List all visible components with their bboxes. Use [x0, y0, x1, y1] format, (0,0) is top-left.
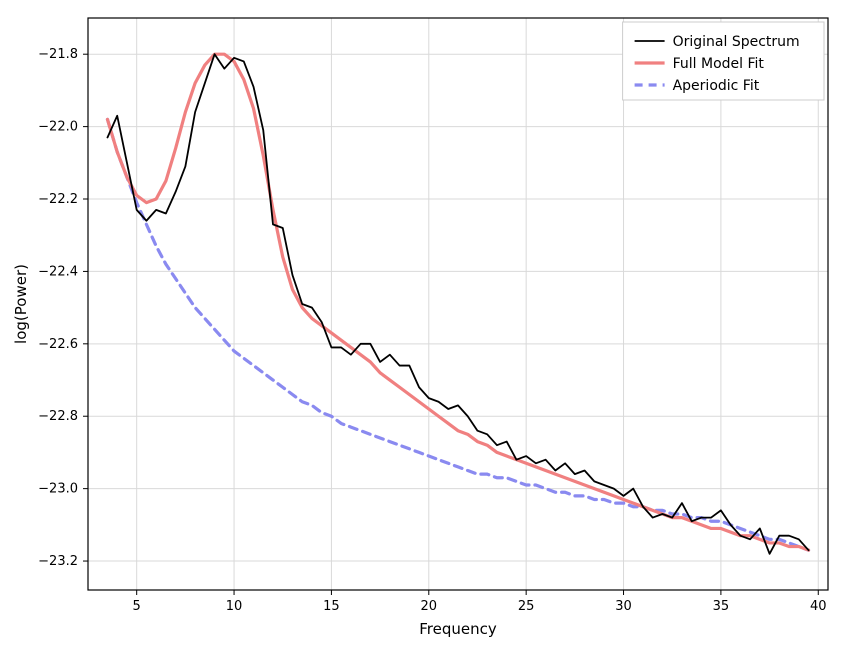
xtick-label: 40 — [810, 599, 827, 614]
plot-bg — [88, 18, 828, 590]
xtick-label: 5 — [133, 599, 141, 614]
x-axis-label: Frequency — [419, 620, 497, 638]
xtick-label: 30 — [615, 599, 632, 614]
xtick-label: 35 — [713, 599, 730, 614]
y-axis-label: log(Power) — [12, 264, 30, 344]
legend-label: Aperiodic Fit — [673, 78, 760, 94]
legend-label: Full Model Fit — [673, 56, 765, 72]
spectrum-chart: 5 10 15 20 25 30 35 40 −23.2 −23.0 −22.8 −22.6 −22.4… — [0, 0, 850, 650]
ytick-label: −22.2 — [38, 192, 78, 207]
xtick-label: 15 — [323, 599, 340, 614]
legend-label: Original Spectrum — [673, 34, 800, 50]
ytick-label: −22.0 — [38, 120, 78, 135]
xtick-label: 20 — [421, 599, 438, 614]
ytick-label: −22.4 — [38, 264, 78, 279]
xtick-label: 25 — [518, 599, 535, 614]
ytick-label: −22.8 — [38, 409, 78, 424]
ytick-label: −23.2 — [38, 554, 78, 569]
legend: Original Spectrum Full Model Fit Aperiodic… — [623, 22, 824, 100]
ytick-label: −21.8 — [38, 47, 78, 62]
ytick-label: −23.0 — [38, 482, 78, 497]
chart-svg: 5 10 15 20 25 30 35 40 −23.2 −23.0 −22.8 −22.6 −22.4… — [0, 0, 850, 650]
xtick-label: 10 — [226, 599, 243, 614]
ytick-label: −22.6 — [38, 337, 78, 352]
